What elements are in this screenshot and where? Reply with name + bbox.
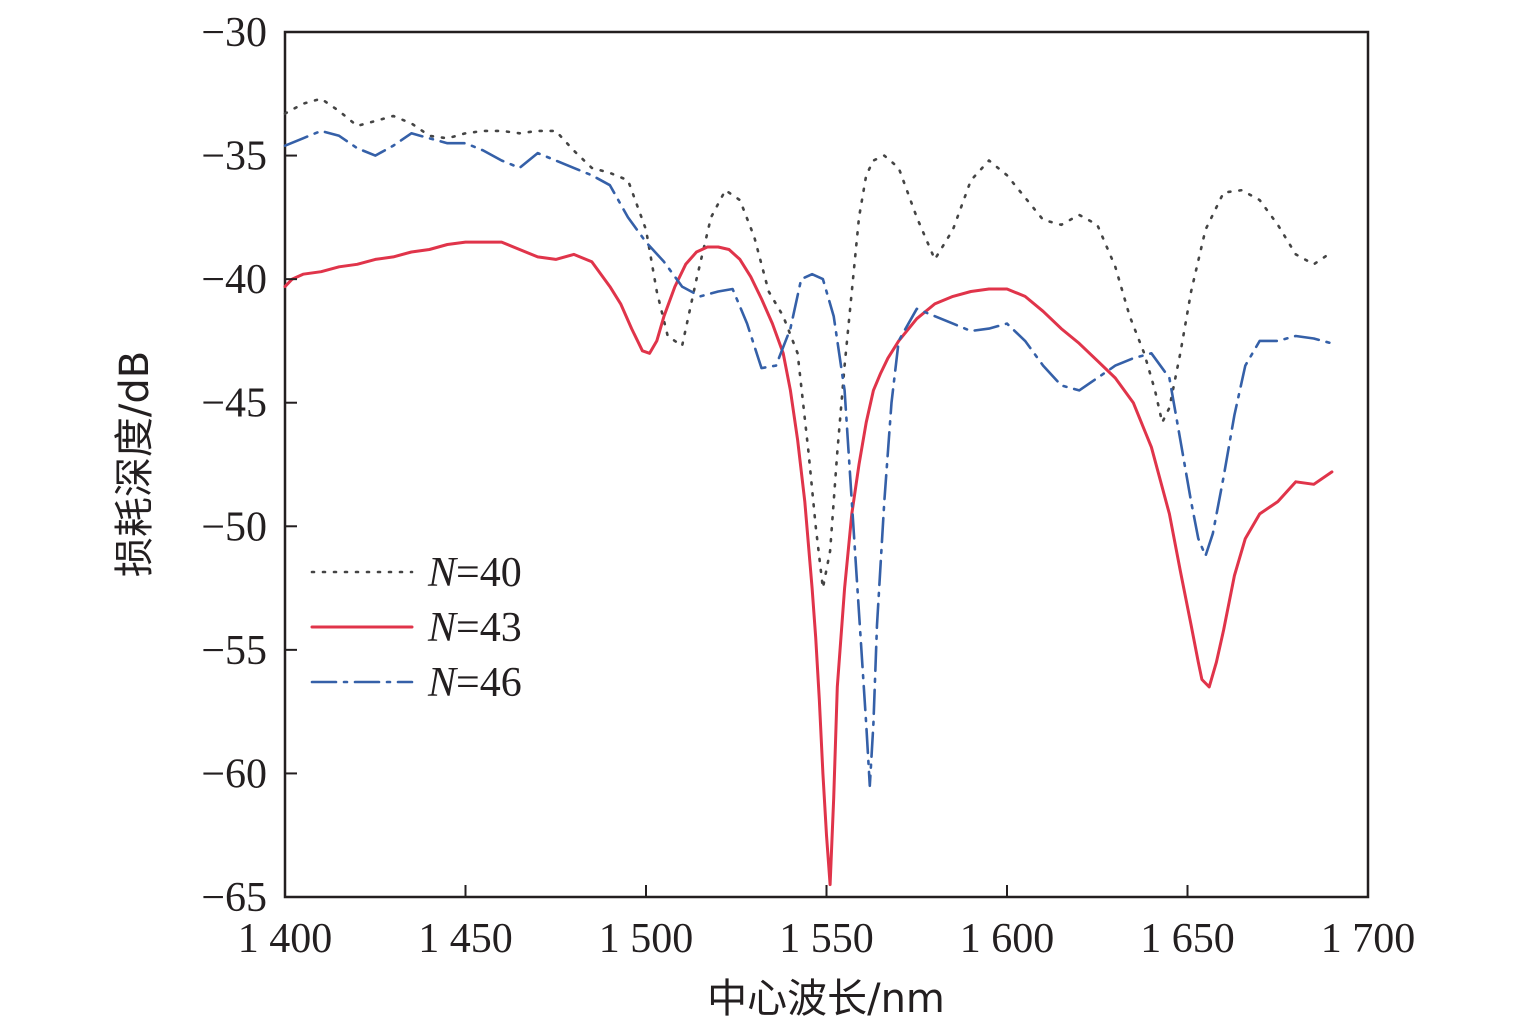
x-tick-label: 1 500	[599, 916, 694, 962]
y-tick-label: −50	[201, 504, 267, 550]
plot-frame	[283, 30, 1370, 899]
tick-layer: 1 400 1 450 1 500 1 550 1 600 1 650 1 700 −30 −3…	[201, 10, 1415, 962]
y-tick-label: −40	[201, 257, 267, 303]
x-tick-label: 1 600	[960, 916, 1055, 962]
legend-label-2: N=43	[427, 605, 522, 651]
legend-label-3: N=46	[427, 660, 522, 706]
y-tick-label: −55	[201, 628, 267, 674]
legend-label-1: N=40	[427, 550, 522, 596]
legend: N=40 N=43 N=46	[310, 550, 522, 706]
x-tick-label: 1 450	[418, 916, 513, 962]
x-tick-label: 1 400	[238, 916, 333, 962]
series-line-1	[283, 97, 1334, 590]
y-axis-title: 损耗深度/dB	[112, 351, 158, 577]
y-tick-label: −30	[201, 10, 267, 56]
y-tick-label: −35	[201, 134, 267, 180]
series-line-2	[283, 240, 1334, 887]
x-tick-label: 1 700	[1321, 916, 1416, 962]
x-axis-title: 中心波长/nm	[707, 976, 945, 1022]
y-tick-label: −60	[201, 751, 267, 797]
y-tick-label: −65	[201, 875, 267, 921]
x-tick-label: 1 650	[1140, 916, 1235, 962]
series-layer	[283, 97, 1334, 887]
series-line-3	[283, 129, 1334, 788]
x-tick-label: 1 550	[779, 916, 874, 962]
y-tick-label: −45	[201, 381, 267, 427]
